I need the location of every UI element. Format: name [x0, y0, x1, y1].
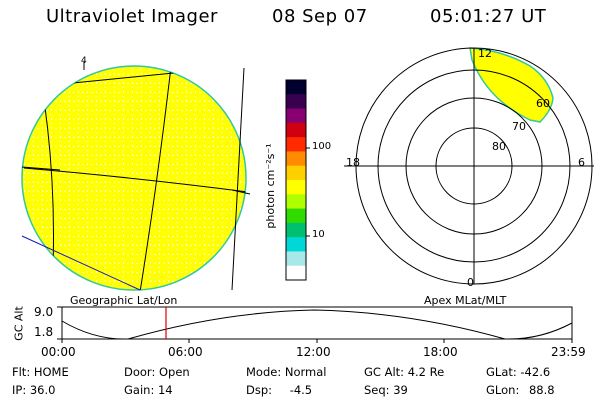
- mlt-label-18: 18: [346, 156, 360, 169]
- info-glat-value: -42.6: [520, 365, 551, 379]
- time-tick-2359: 23:59: [551, 345, 586, 359]
- alt-tick-label-high: 9.0: [34, 305, 54, 319]
- colorbar-segment: [286, 222, 306, 238]
- time-tick-1800: 18:00: [423, 345, 458, 359]
- info-glon: GLon: 88.8: [486, 383, 555, 397]
- auroral-image-disk: [21, 65, 247, 291]
- info-seq-label: Seq:: [364, 383, 390, 397]
- mlt-label-0: 0: [467, 276, 474, 289]
- instrument-title: Ultraviolet Imager: [46, 6, 218, 27]
- info-mode-value: Normal: [284, 365, 327, 379]
- mlat-label-80: 80: [492, 140, 506, 153]
- info-gc-alt: GC Alt: 4.2 Re: [364, 365, 444, 379]
- colorbar-segment: [286, 251, 306, 267]
- colorbar-segment: [286, 165, 306, 181]
- info-gain: Gain: 14: [124, 383, 173, 397]
- info-glat: GLat: -42.6: [486, 365, 550, 379]
- info-gain-value: 14: [157, 383, 173, 397]
- observation-date: 08 Sep 07: [272, 6, 368, 27]
- polar-auroral-oval: [469, 47, 554, 123]
- info-door: Door: Open: [124, 365, 190, 379]
- info-glon-value: 88.8: [528, 383, 555, 397]
- grid-extensions: [21, 62, 251, 291]
- time-axis-ticks: [61, 339, 573, 343]
- colorbar-segments: [286, 80, 306, 281]
- info-door-value: Open: [158, 365, 190, 379]
- info-glat-label: GLat:: [486, 365, 517, 379]
- info-flight-value: HOME: [33, 365, 69, 379]
- info-mode: Mode: Normal: [246, 365, 326, 379]
- apex-label: Apex MLat/MLT: [424, 294, 507, 307]
- colorbar-segment: [286, 80, 306, 95]
- info-flight-label: Flt:: [12, 365, 31, 379]
- info-glon-label: GLon:: [486, 383, 520, 397]
- colorbar-segment: [286, 237, 306, 252]
- mlat-label-60: 60: [536, 97, 550, 110]
- time-tick-0000: 00:00: [41, 345, 76, 359]
- polar-grid: [344, 47, 594, 285]
- mlt-label-6: 6: [578, 156, 585, 169]
- geographic-label: Geographic Lat/Lon: [70, 294, 178, 307]
- observation-time: 05:01:27 UT: [430, 6, 547, 27]
- altitude-axis-label: GC Alt: [12, 306, 26, 341]
- colorbar-segment: [286, 137, 306, 152]
- colorbar-segment: [286, 122, 306, 138]
- info-dsp-label: Dsp:: [246, 383, 273, 397]
- info-dsp: Dsp: -4.5: [246, 383, 312, 397]
- colorbar-segment: [286, 265, 306, 281]
- info-ip: IP: 36.0: [12, 383, 55, 397]
- info-seq: Seq: 39: [364, 383, 408, 397]
- time-tick-0600: 06:00: [168, 345, 203, 359]
- info-ip-value: 36.0: [29, 383, 56, 397]
- info-ip-label: IP:: [12, 383, 27, 397]
- colorbar-segment: [286, 208, 306, 224]
- time-tick-1200: 12:00: [296, 345, 331, 359]
- colorbar-segment: [286, 94, 306, 110]
- altitude-curve: [61, 309, 573, 340]
- colorbar-segment: [286, 180, 306, 195]
- colorbar-segment: [286, 108, 306, 124]
- info-dsp-value: -4.5: [289, 383, 313, 397]
- colorbar-frame: [285, 79, 307, 281]
- terminator-line: [21, 235, 141, 291]
- info-gc-alt-label: GC Alt:: [364, 365, 405, 379]
- altitude-plot-frame: [61, 306, 573, 340]
- info-door-label: Door:: [124, 365, 156, 379]
- info-gain-label: Gain:: [124, 383, 155, 397]
- info-seq-value: 39: [393, 383, 408, 397]
- colorbar-tick-label-100: 100: [312, 141, 332, 152]
- info-gc-alt-value: 4.2 Re: [407, 365, 445, 379]
- colorbar-segment: [286, 194, 306, 210]
- colorbar-segment: [286, 151, 306, 167]
- info-mode-label: Mode:: [246, 365, 282, 379]
- meridian-tick-label: 4: [81, 56, 87, 66]
- mlt-label-12: 12: [478, 47, 492, 60]
- info-flight: Flt: HOME: [12, 365, 69, 379]
- mlat-label-70: 70: [512, 120, 526, 133]
- colorbar-tick-label-10: 10: [312, 229, 325, 240]
- alt-tick-label-low: 1.8: [34, 325, 54, 339]
